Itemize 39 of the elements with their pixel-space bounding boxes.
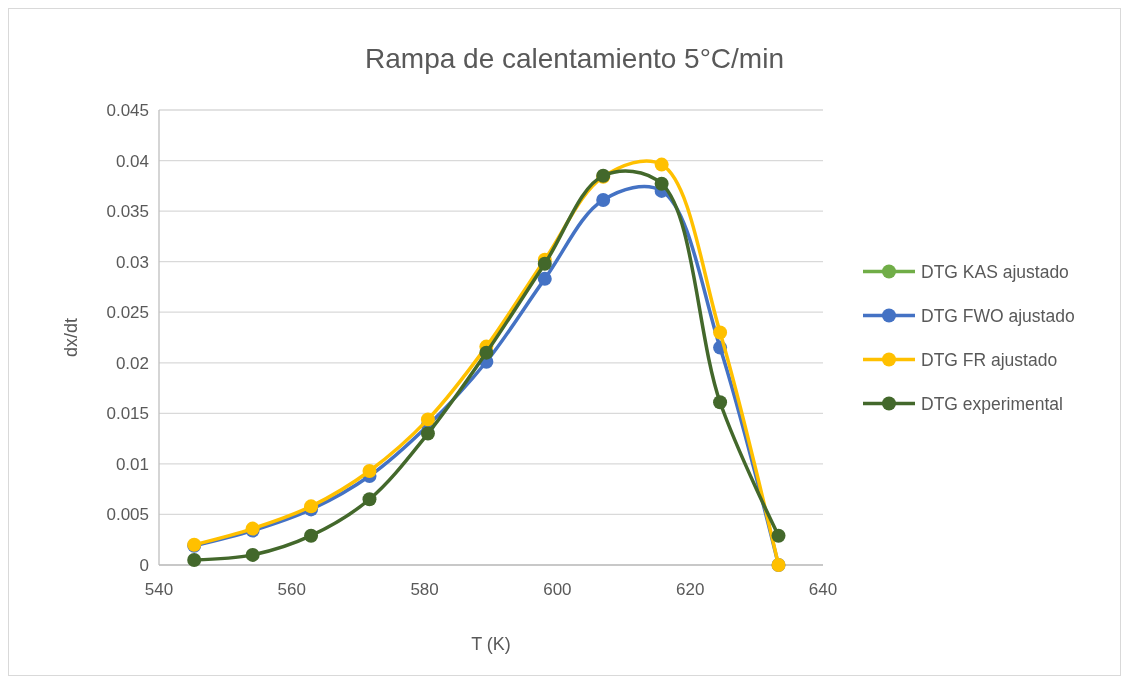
x-tick-label: 580: [410, 580, 439, 599]
y-tick-label: 0.025: [106, 303, 149, 323]
chart-title: Rampa de calentamiento 5°C/min: [365, 43, 784, 74]
legend-label: DTG KAS ajustado: [921, 261, 1069, 282]
y-tick-label: 0.04: [115, 151, 149, 171]
point: [654, 176, 669, 191]
y-axis-title: dx/dt: [61, 317, 81, 358]
legend-label: DTG FWO ajustado: [921, 305, 1075, 326]
point: [362, 492, 377, 507]
y-tick-label: 0: [139, 555, 149, 575]
point: [304, 528, 319, 543]
point: [537, 271, 552, 286]
y-tick-label: 0.015: [106, 404, 149, 424]
y-tick-label: 0.01: [115, 454, 149, 474]
point: [537, 256, 552, 271]
point: [596, 192, 611, 207]
legend-label: DTG FR ajustado: [921, 349, 1058, 370]
x-tick-label: 640: [808, 580, 838, 599]
point: [479, 345, 494, 360]
point: [362, 463, 377, 478]
x-tick-label: 560: [277, 580, 306, 599]
y-tick-label: 0.035: [106, 202, 149, 222]
point: [713, 395, 728, 410]
legend-label: DTG experimental: [921, 393, 1063, 414]
point: [420, 412, 435, 427]
point: [771, 528, 786, 543]
point: [187, 552, 202, 567]
y-tick-label: 0.03: [115, 252, 149, 272]
y-tick-label: 0.02: [115, 353, 149, 373]
point: [654, 157, 669, 172]
x-tick-label: 600: [543, 580, 572, 599]
point: [420, 426, 435, 441]
x-axis-title: T (K): [471, 634, 511, 654]
y-tick-label: 0.045: [106, 100, 149, 120]
point: [245, 547, 260, 562]
x-tick-label: 540: [144, 580, 174, 599]
point: [713, 325, 728, 340]
y-tick-label: 0.005: [106, 505, 149, 525]
x-tick-label: 620: [676, 580, 705, 599]
